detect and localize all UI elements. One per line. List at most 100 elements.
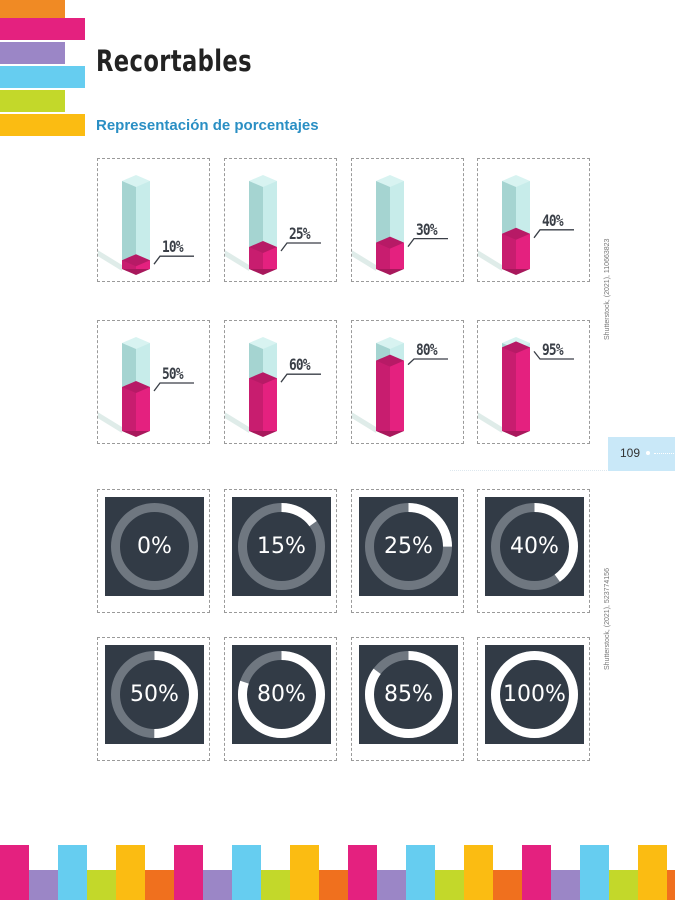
- bar-graphic: [352, 337, 448, 437]
- bar-fill-left: [376, 360, 390, 431]
- bar-bottom: [249, 431, 277, 437]
- bar-graphic: [478, 175, 574, 275]
- bar-fill-left: [122, 260, 136, 269]
- page-title: Recortables: [96, 44, 252, 78]
- bar-fill-top: [249, 241, 277, 253]
- donut-percent-label: 0%: [137, 534, 172, 559]
- bar-leader-line: [280, 373, 321, 383]
- bar-leader-line: [533, 350, 574, 360]
- bar-glass-right: [136, 181, 150, 269]
- bar-bottom: [502, 269, 530, 275]
- donut-track: [111, 503, 198, 590]
- bar-fill-right: [390, 242, 404, 269]
- donut-graphic: [491, 503, 578, 590]
- footer-block: [174, 845, 203, 900]
- footer-block: [435, 870, 464, 900]
- bar-shadow: [225, 250, 249, 271]
- bar-leader-line: [407, 358, 448, 366]
- footer-block: [319, 870, 348, 900]
- footer-block: [203, 870, 232, 900]
- donut-progress-arc: [365, 503, 452, 590]
- footer-block: [464, 845, 493, 900]
- image-credit-bottom: Shutterstock, (2021), 523774156: [604, 568, 611, 670]
- bar-bottom: [376, 269, 404, 275]
- donut-percent-label: 50%: [130, 682, 179, 707]
- footer-block: [348, 845, 377, 900]
- bar-graphic: [225, 337, 321, 437]
- donut-graphic: [365, 651, 452, 738]
- percent-bar-card: 30%: [351, 158, 464, 282]
- donut-percent-label: 85%: [384, 682, 433, 707]
- percent-donut-card: 85%: [351, 637, 464, 761]
- bar-fill-right: [136, 387, 150, 431]
- bar-fill-left: [249, 247, 263, 269]
- donut-percent-label: 25%: [384, 534, 433, 559]
- donut-graphic: [238, 651, 325, 738]
- footer-block: [87, 870, 116, 900]
- bar-glass-top: [249, 337, 277, 349]
- percent-donut-card: 0%: [97, 489, 210, 613]
- bar-percent-label: 10%: [162, 237, 184, 257]
- bar-glass-left: [122, 181, 136, 269]
- bar-graphic: [225, 175, 321, 275]
- footer-block: [29, 870, 58, 900]
- donut-background: 40%: [485, 497, 584, 596]
- page-tab-dot: [646, 451, 650, 455]
- page-number: 109: [620, 446, 641, 460]
- bar-bottom: [249, 269, 277, 275]
- bar-bottom: [502, 431, 530, 437]
- bar-bottom: [122, 431, 150, 437]
- bar-shadow: [352, 250, 376, 271]
- bar-leader-line: [153, 255, 194, 265]
- bar-fill-right: [516, 233, 530, 269]
- bar-glass-top: [122, 175, 150, 187]
- bar-glass-top: [249, 175, 277, 187]
- page-tab-dashes: [654, 453, 674, 454]
- bar-fill-right: [390, 360, 404, 431]
- donut-progress-arc: [365, 651, 452, 738]
- footer-block: [522, 845, 551, 900]
- donut-background: 0%: [105, 497, 204, 596]
- footer-block: [580, 845, 609, 900]
- footer-block: [609, 870, 638, 900]
- donut-graphic: [491, 651, 578, 738]
- bar-percent-label: 60%: [289, 355, 311, 375]
- page-number-tab: 109: [608, 437, 675, 471]
- percent-bar-card: 60%: [224, 320, 337, 444]
- percent-donut-card: 40%: [477, 489, 590, 613]
- donut-background: 15%: [232, 497, 331, 596]
- bar-shadow: [98, 250, 122, 271]
- footer-block: [232, 845, 261, 900]
- percent-donut-card: 80%: [224, 637, 337, 761]
- footer-block: [0, 845, 29, 900]
- donut-percent-label: 40%: [510, 534, 559, 559]
- bar-fill-left: [502, 233, 516, 269]
- donut-background: 100%: [485, 645, 584, 744]
- donut-graphic: [111, 651, 198, 738]
- donut-progress-arc: [491, 651, 578, 738]
- stripe-magenta: [0, 18, 85, 40]
- bar-percent-label: 50%: [162, 364, 184, 383]
- bar-bottom: [122, 269, 150, 275]
- donut-progress-arc: [491, 503, 578, 590]
- donut-background: 85%: [359, 645, 458, 744]
- footer-block: [290, 845, 319, 900]
- bar-shadow: [352, 412, 376, 433]
- stripe-cyan: [0, 66, 85, 88]
- bar-percent-label: 25%: [289, 224, 311, 243]
- bar-glass-top: [502, 175, 530, 187]
- percent-bar-card: 40%: [477, 158, 590, 282]
- section-subtitle: Representación de porcentajes: [96, 117, 319, 134]
- footer-color-blocks: [0, 845, 675, 900]
- bar-fill-left: [249, 378, 263, 431]
- footer-block: [58, 845, 87, 900]
- bar-percent-label: 80%: [416, 340, 438, 359]
- donut-progress-arc: [238, 651, 325, 738]
- bar-fill-top: [502, 227, 530, 240]
- stripe-orange: [0, 0, 65, 18]
- bar-percent-label: 40%: [542, 210, 564, 230]
- donut-graphic: [365, 503, 452, 590]
- bar-shadow: [478, 250, 502, 271]
- bar-graphic: [478, 337, 574, 437]
- bar-fill-left: [122, 387, 136, 431]
